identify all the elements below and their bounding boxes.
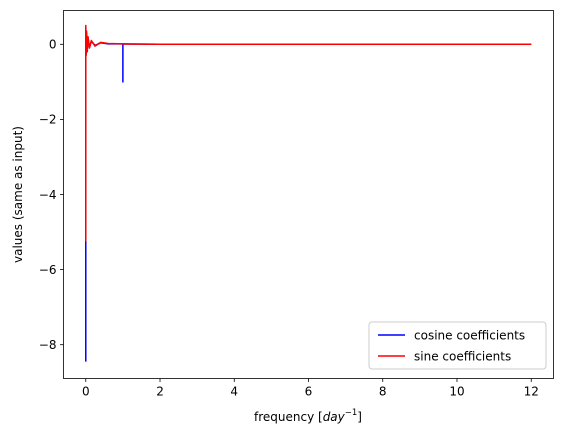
x-axis-ticks: 0 2 4 6 8 10 12 (82, 378, 539, 399)
legend-label-sine: sine coefficients (414, 350, 511, 364)
legend-box (368, 321, 547, 370)
y-tick-label: −8 (39, 338, 57, 352)
x-tick-label: 12 (524, 385, 539, 399)
legend-label-cosine: cosine coefficients (414, 329, 525, 343)
x-tick-label: 8 (379, 385, 387, 399)
x-axis-label-end: ] (357, 410, 362, 424)
x-axis-label-math: day (323, 410, 346, 424)
x-axis-label-exponent: −1 (345, 408, 358, 418)
plot-layer (85, 24, 532, 362)
y-tick-label: 0 (49, 38, 57, 52)
y-tick-label: −6 (39, 263, 57, 277)
x-axis-label-text: frequency [ (254, 410, 323, 424)
y-axis-label: values (same as input) (11, 126, 25, 263)
x-axis-label: frequency [day−1] (254, 408, 362, 424)
series-line-sine (85, 24, 532, 242)
y-axis-ticks: 0 −2 −4 −6 −8 (39, 38, 64, 352)
y-tick-label: −2 (39, 113, 57, 127)
y-tick-label: −4 (39, 188, 57, 202)
x-tick-label: 6 (305, 385, 313, 399)
x-tick-label: 4 (230, 385, 238, 399)
x-tick-label: 2 (156, 385, 164, 399)
x-tick-label: 0 (82, 385, 90, 399)
legend: cosine coefficients sine coefficients (368, 321, 547, 370)
x-tick-label: 10 (449, 385, 464, 399)
